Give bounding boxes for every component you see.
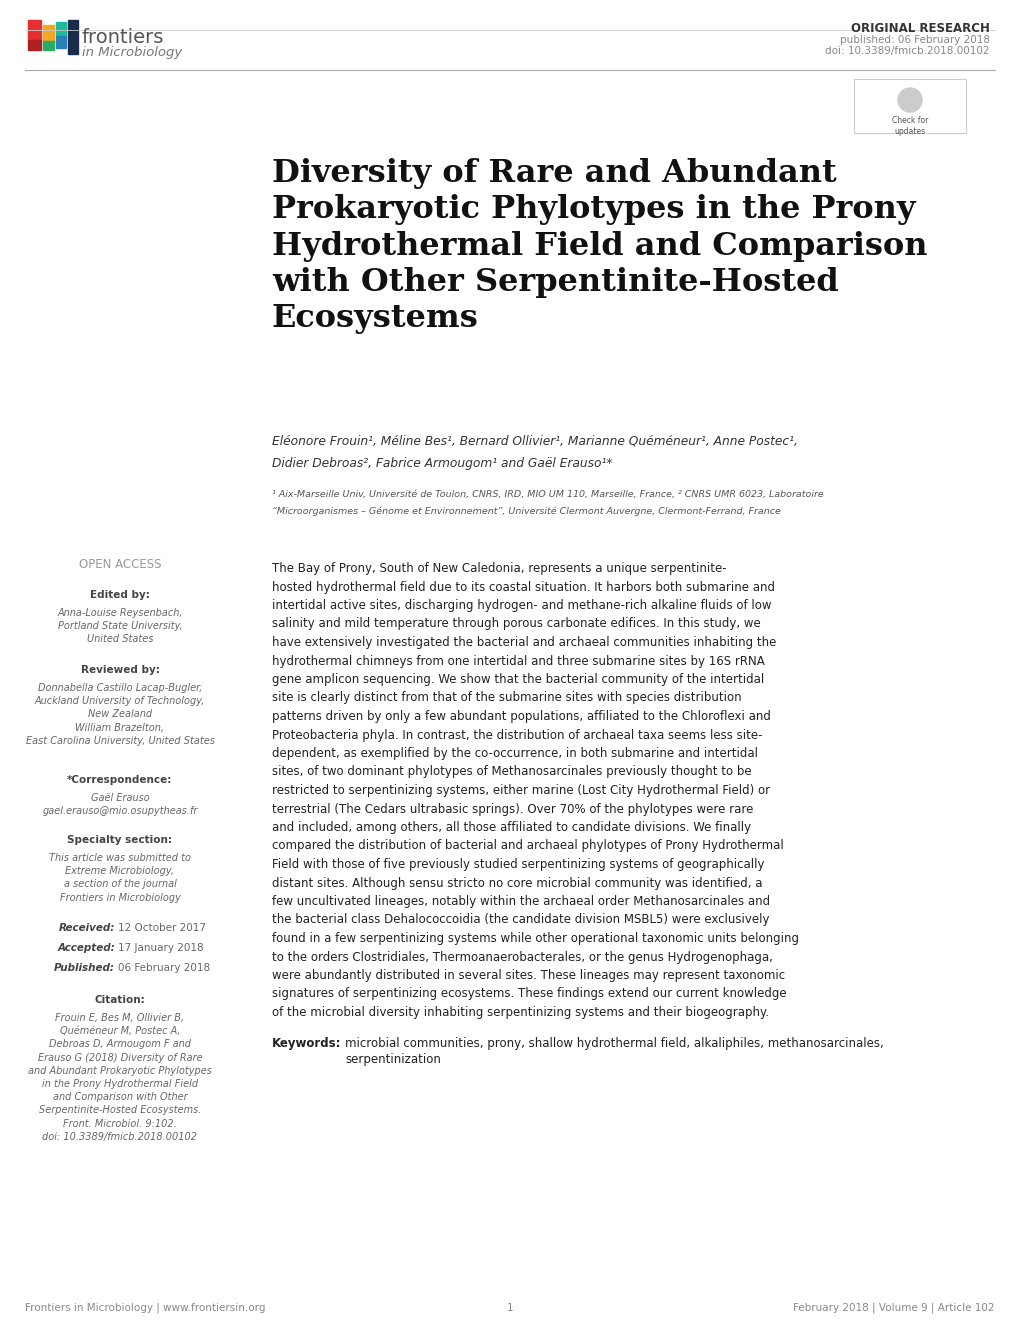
Text: Accepted:: Accepted: [57, 943, 115, 953]
Text: the bacterial class Dehalococcoidia (the candidate division MSBL5) were exclusiv: the bacterial class Dehalococcoidia (the… [272, 913, 768, 926]
Text: Frontiers in Microbiology | www.frontiersin.org: Frontiers in Microbiology | www.frontier… [25, 1303, 265, 1314]
Text: salinity and mild temperature through porous carbonate edifices. In this study, : salinity and mild temperature through po… [272, 618, 760, 630]
Text: Specialty section:: Specialty section: [67, 834, 172, 845]
Text: and included, among others, all those affiliated to candidate divisions. We fina: and included, among others, all those af… [272, 821, 750, 834]
Text: Keywords:: Keywords: [272, 1036, 341, 1049]
Text: gene amplicon sequencing. We show that the bacterial community of the intertidal: gene amplicon sequencing. We show that t… [272, 673, 763, 686]
Text: 1: 1 [506, 1303, 513, 1314]
Circle shape [897, 88, 921, 112]
Text: doi: 10.3389/fmicb.2018.00102: doi: 10.3389/fmicb.2018.00102 [824, 45, 989, 56]
Text: restricted to serpentinizing systems, either marine (Lost City Hydrothermal Fiel: restricted to serpentinizing systems, ei… [272, 784, 769, 797]
Text: *Correspondence:: *Correspondence: [67, 776, 172, 785]
Text: February 2018 | Volume 9 | Article 102: February 2018 | Volume 9 | Article 102 [793, 1303, 994, 1314]
Text: “Microorganismes – Génome et Environnement”, Université Clermont Auvergne, Clerm: “Microorganismes – Génome et Environneme… [272, 507, 781, 517]
Text: were abundantly distributed in several sites. These lineages may represent taxon: were abundantly distributed in several s… [272, 969, 785, 983]
Text: Proteobacteria phyla. In contrast, the distribution of archaeal taxa seems less : Proteobacteria phyla. In contrast, the d… [272, 729, 762, 741]
Bar [28, 20, 41, 40]
Text: to the orders Clostridiales, Thermoanaerobacterales, or the genus Hydrogenophaga: to the orders Clostridiales, Thermoanaer… [272, 951, 772, 964]
Text: of the microbial diversity inhabiting serpentinizing systems and their biogeogra: of the microbial diversity inhabiting se… [272, 1007, 768, 1019]
Text: Check for
updates: Check for updates [891, 116, 927, 136]
Text: sites, of two dominant phylotypes of Methanosarcinales previously thought to be: sites, of two dominant phylotypes of Met… [272, 765, 751, 778]
Bar [28, 40, 41, 49]
Text: Received:: Received: [58, 922, 115, 933]
Text: Eléonore Frouin¹, Méline Bes¹, Bernard Ollivier¹, Marianne Quéméneur¹, Anne Post: Eléonore Frouin¹, Méline Bes¹, Bernard O… [272, 435, 797, 449]
Text: in Microbiology: in Microbiology [82, 45, 182, 59]
Text: ¹ Aix-Marseille Univ, Université de Toulon, CNRS, IRD, MIO UM 110, Marseille, Fr: ¹ Aix-Marseille Univ, Université de Toul… [272, 490, 823, 499]
Text: Diversity of Rare and Abundant
Prokaryotic Phylotypes in the Prony
Hydrothermal : Diversity of Rare and Abundant Prokaryot… [272, 158, 926, 334]
Bar [43, 25, 54, 41]
Text: hydrothermal chimneys from one intertidal and three submarine sites by 16S rRNA: hydrothermal chimneys from one intertida… [272, 654, 764, 668]
Text: Edited by:: Edited by: [90, 590, 150, 599]
Text: Published:: Published: [54, 963, 115, 973]
Text: Gaël Erauso
gael.erauso@mio.osupytheas.fr: Gaël Erauso gael.erauso@mio.osupytheas.f… [42, 793, 198, 816]
Text: distant sites. Although sensu stricto no core microbial community was identified: distant sites. Although sensu stricto no… [272, 877, 762, 889]
Text: Field with those of five previously studied serpentinizing systems of geographic: Field with those of five previously stud… [272, 858, 764, 870]
Text: microbial communities, prony, shallow hydrothermal field, alkaliphiles, methanos: microbial communities, prony, shallow hy… [344, 1036, 882, 1067]
Text: Donnabella Castillo Lacap-Bugler,
Auckland University of Technology,
New Zealand: Donnabella Castillo Lacap-Bugler, Auckla… [25, 684, 214, 746]
Text: have extensively investigated the bacterial and archaeal communities inhabiting : have extensively investigated the bacter… [272, 635, 775, 649]
Text: terrestrial (The Cedars ultrabasic springs). Over 70% of the phylotypes were rar: terrestrial (The Cedars ultrabasic sprin… [272, 802, 753, 816]
Text: The Bay of Prony, South of New Caledonia, represents a unique serpentinite-: The Bay of Prony, South of New Caledonia… [272, 562, 726, 575]
Text: 12 October 2017: 12 October 2017 [118, 922, 206, 933]
Bar [68, 20, 77, 53]
Text: patterns driven by only a few abundant populations, affiliated to the Chloroflex: patterns driven by only a few abundant p… [272, 710, 770, 724]
FancyBboxPatch shape [853, 79, 965, 134]
Text: ORIGINAL RESEARCH: ORIGINAL RESEARCH [850, 21, 989, 35]
Text: published: 06 February 2018: published: 06 February 2018 [840, 35, 989, 45]
Text: 17 January 2018: 17 January 2018 [118, 943, 204, 953]
Text: This article was submitted to
Extreme Microbiology,
a section of the journal
Fro: This article was submitted to Extreme Mi… [49, 853, 191, 902]
Text: Didier Debroas², Fabrice Armougom¹ and Gaël Erauso¹*: Didier Debroas², Fabrice Armougom¹ and G… [272, 457, 611, 470]
Text: signatures of serpentinizing ecosystems. These findings extend our current knowl: signatures of serpentinizing ecosystems.… [272, 988, 786, 1000]
Bar [56, 36, 66, 48]
Text: 06 February 2018: 06 February 2018 [118, 963, 210, 973]
Text: few uncultivated lineages, notably within the archaeal order Methanosarcinales a: few uncultivated lineages, notably withi… [272, 894, 769, 908]
Text: compared the distribution of bacterial and archaeal phylotypes of Prony Hydrothe: compared the distribution of bacterial a… [272, 840, 783, 853]
Text: site is clearly distinct from that of the submarine sites with species distribut: site is clearly distinct from that of th… [272, 692, 741, 705]
Text: hosted hydrothermal field due to its coastal situation. It harbors both submarin: hosted hydrothermal field due to its coa… [272, 581, 774, 594]
Text: Reviewed by:: Reviewed by: [81, 665, 159, 676]
Text: dependent, as exemplified by the co-occurrence, in both submarine and intertidal: dependent, as exemplified by the co-occu… [272, 748, 757, 760]
Text: OPEN ACCESS: OPEN ACCESS [78, 558, 161, 571]
Bar [43, 41, 54, 49]
Text: found in a few serpentinizing systems while other operational taxonomic units be: found in a few serpentinizing systems wh… [272, 932, 798, 945]
Bar [56, 21, 66, 36]
Text: Citation:: Citation: [95, 995, 146, 1005]
Text: intertidal active sites, discharging hydrogen- and methane-rich alkaline fluids : intertidal active sites, discharging hyd… [272, 599, 770, 611]
Text: Frouin E, Bes M, Ollivier B,
Quéméneur M, Postec A,
Debroas D, Armougom F and
Er: Frouin E, Bes M, Ollivier B, Quéméneur M… [29, 1013, 212, 1141]
Text: frontiers: frontiers [82, 28, 164, 47]
Text: Anna-Louise Reysenbach,
Portland State University,
United States: Anna-Louise Reysenbach, Portland State U… [57, 607, 182, 645]
